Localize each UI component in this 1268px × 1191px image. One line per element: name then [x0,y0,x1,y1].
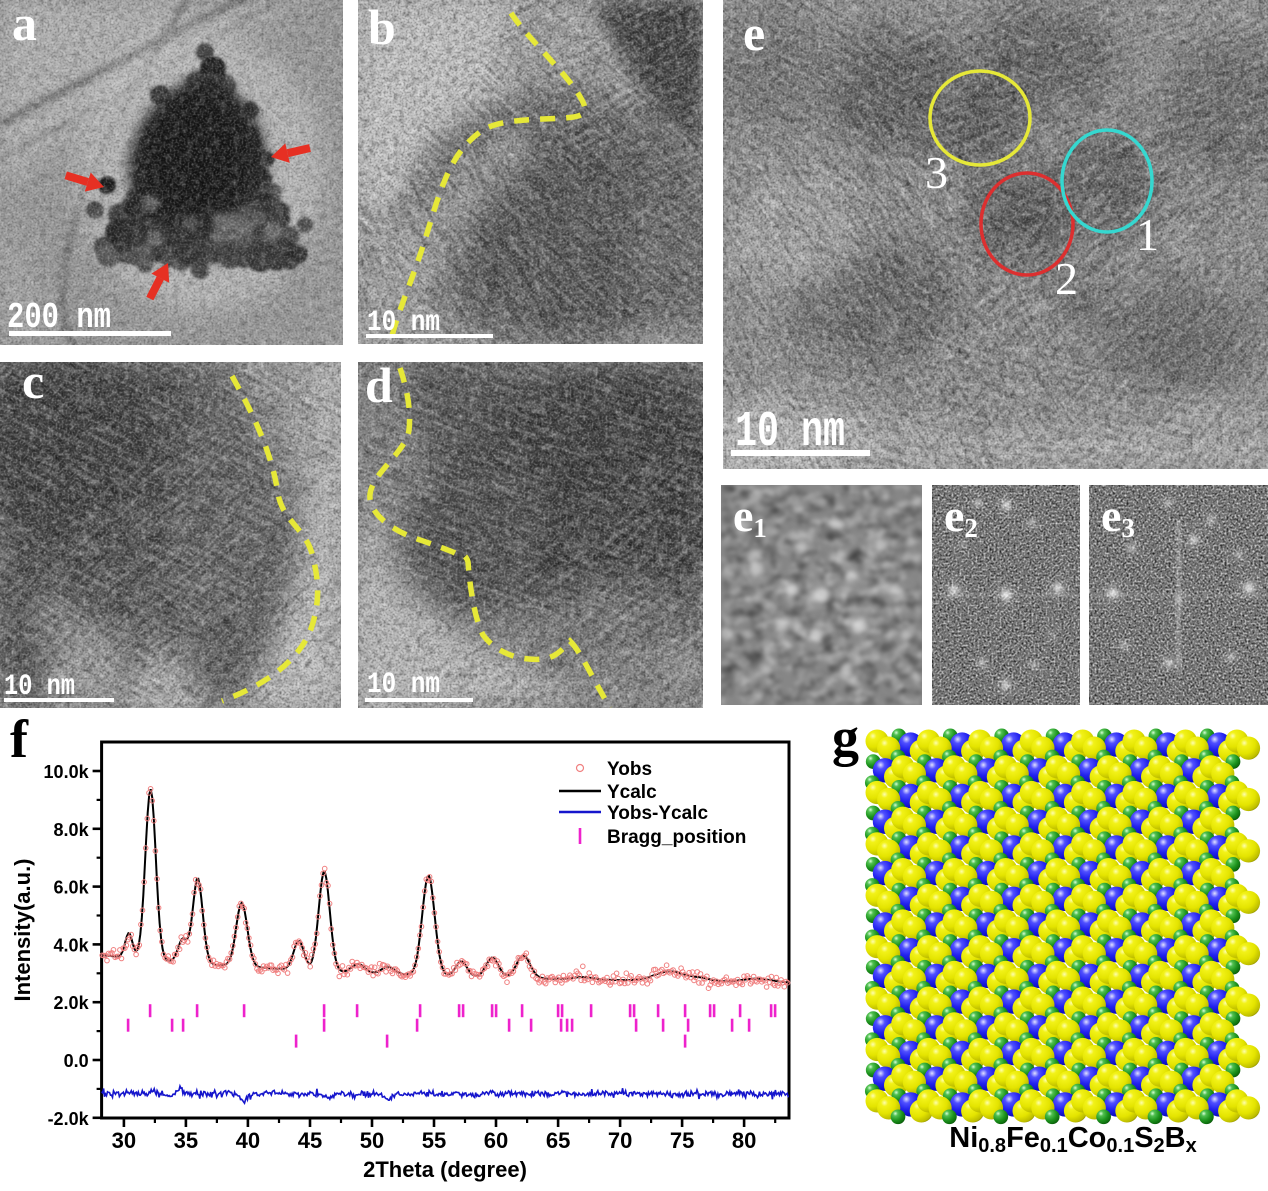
svg-text:60: 60 [484,1128,508,1153]
svg-text:40: 40 [236,1128,260,1153]
svg-text:10 nm: 10 nm [367,668,440,702]
svg-text:10.0k: 10.0k [44,762,90,782]
svg-text:3: 3 [925,147,948,198]
svg-text:g: g [832,712,859,767]
svg-text:50: 50 [360,1128,384,1153]
svg-text:2.0k: 2.0k [54,993,90,1013]
svg-text:Ycalc: Ycalc [607,782,657,803]
svg-text:0.0: 0.0 [64,1051,89,1071]
svg-text:2Theta (degree): 2Theta (degree) [363,1157,527,1182]
svg-text:35: 35 [174,1128,198,1153]
svg-text:45: 45 [298,1128,322,1153]
svg-text:80: 80 [732,1128,756,1153]
svg-text:8.0k: 8.0k [54,820,90,840]
svg-text:65: 65 [546,1128,570,1153]
svg-text:1: 1 [1136,209,1159,260]
svg-text:4.0k: 4.0k [54,935,90,955]
svg-text:Yobs: Yobs [607,759,652,780]
svg-text:e: e [743,5,765,61]
svg-text:55: 55 [422,1128,446,1153]
svg-text:a: a [12,0,37,51]
svg-text:Intensity(a.u.): Intensity(a.u.) [10,858,35,1001]
svg-text:70: 70 [608,1128,632,1153]
svg-text:Bragg_position: Bragg_position [607,827,746,848]
svg-text:Ni0.8Fe0.1Co0.1S2Bx: Ni0.8Fe0.1Co0.1S2Bx [949,1122,1197,1157]
svg-text:2: 2 [1055,253,1078,304]
svg-text:30: 30 [112,1128,136,1153]
svg-text:75: 75 [670,1128,694,1153]
svg-text:Yobs-Ycalc: Yobs-Ycalc [607,803,708,824]
svg-text:c: c [22,362,44,409]
svg-text:d: d [365,362,393,413]
svg-text:f: f [10,712,29,769]
svg-text:b: b [368,0,396,55]
svg-text:-2.0k: -2.0k [48,1109,90,1129]
svg-text:6.0k: 6.0k [54,878,90,898]
